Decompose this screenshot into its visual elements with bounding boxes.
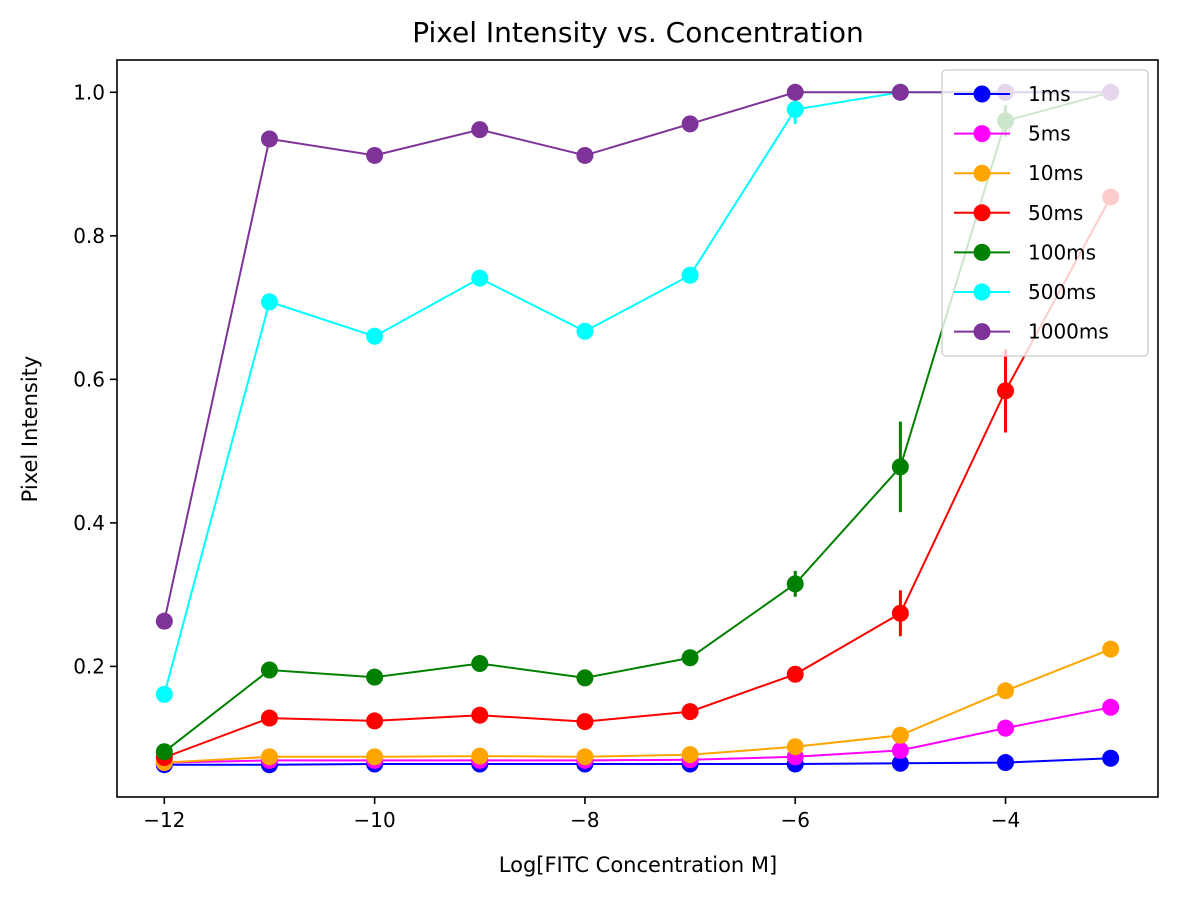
data-point [366,668,384,686]
legend-item-50ms: 50ms [954,201,1083,225]
legend-label: 500ms [1028,280,1096,304]
series-line [164,648,1112,764]
series-5ms [155,698,1120,772]
data-point [997,682,1015,700]
x-tick-label: −10 [354,808,396,832]
legend-item-100ms: 100ms [954,240,1096,264]
data-point [681,266,699,284]
legend-label: 1ms [1028,82,1071,106]
data-point [681,649,699,667]
y-tick-label: 0.8 [73,224,105,248]
data-point [1102,640,1120,658]
data-point [786,575,804,593]
data-point [786,738,804,756]
x-tick-label: −8 [570,808,599,832]
legend-item-1ms: 1ms [954,82,1071,106]
data-point [366,327,384,345]
data-point [471,655,489,673]
data-point [681,746,699,764]
data-point [891,726,909,744]
data-point [997,754,1015,772]
legend-label: 50ms [1028,201,1083,225]
data-point [471,121,489,139]
data-point [786,83,804,101]
legend-marker [973,85,991,103]
series-1ms [155,749,1120,774]
data-point [681,703,699,721]
legend: 1ms 5ms 10ms 50ms 100ms 500ms 1000ms [941,69,1149,357]
data-point [891,604,909,622]
data-point [260,130,278,148]
legend-label: 1000ms [1028,320,1109,344]
series-10ms [155,640,1120,772]
legend-item-10ms: 10ms [954,161,1083,185]
legend-label: 5ms [1028,122,1071,146]
data-point [1102,749,1120,767]
data-point [576,748,594,766]
data-point [155,685,173,703]
legend-marker [973,204,991,222]
axis-ticks: −12 −10 −8 −6 −4 0.2 0.4 0.6 0.8 1.0 [73,80,1020,832]
legend-marker [973,283,991,301]
legend-marker [973,243,991,261]
data-point [1102,698,1120,716]
data-point [997,719,1015,737]
data-point [786,665,804,683]
data-point [891,741,909,759]
data-point [891,83,909,101]
series-line [164,706,1111,764]
data-point [471,269,489,287]
data-point [576,322,594,340]
x-tick-label: −6 [780,808,809,832]
chart-title: Pixel Intensity vs. Concentration [412,16,863,49]
plot-area [155,83,1120,774]
y-tick-label: 1.0 [73,80,105,104]
data-point [366,748,384,766]
data-point [891,754,909,772]
legend-marker [973,164,991,182]
data-point [471,747,489,765]
data-point [576,669,594,687]
y-tick-label: 0.2 [73,654,105,678]
legend-marker [973,125,991,143]
data-point [155,743,173,761]
legend-item-1000ms: 1000ms [954,320,1109,344]
y-tick-label: 0.4 [73,511,105,535]
data-point [681,115,699,133]
series-line [163,196,1112,759]
data-point [891,458,909,476]
data-point [576,713,594,731]
data-point [786,101,804,119]
legend-item-500ms: 500ms [954,280,1096,304]
x-tick-label: −4 [991,808,1020,832]
x-axis-label: Log[FITC Concentration M] [499,853,777,877]
series-line [164,757,1111,766]
legend-label: 100ms [1028,240,1096,264]
data-point [576,146,594,164]
legend-marker [973,323,991,341]
legend-label: 10ms [1028,161,1083,185]
y-axis-label: Pixel Intensity [18,356,42,503]
data-point [366,146,384,164]
data-point [260,709,278,727]
axes-frame [116,59,1159,798]
data-point [260,293,278,311]
legend-item-5ms: 5ms [954,122,1071,146]
y-tick-label: 0.6 [73,367,105,391]
data-point [260,661,278,679]
data-point [366,712,384,730]
data-point [997,382,1015,400]
legend-frame [941,69,1149,357]
data-point [260,748,278,766]
data-point [471,706,489,724]
x-tick-label: −12 [143,808,185,832]
data-point [155,612,173,630]
